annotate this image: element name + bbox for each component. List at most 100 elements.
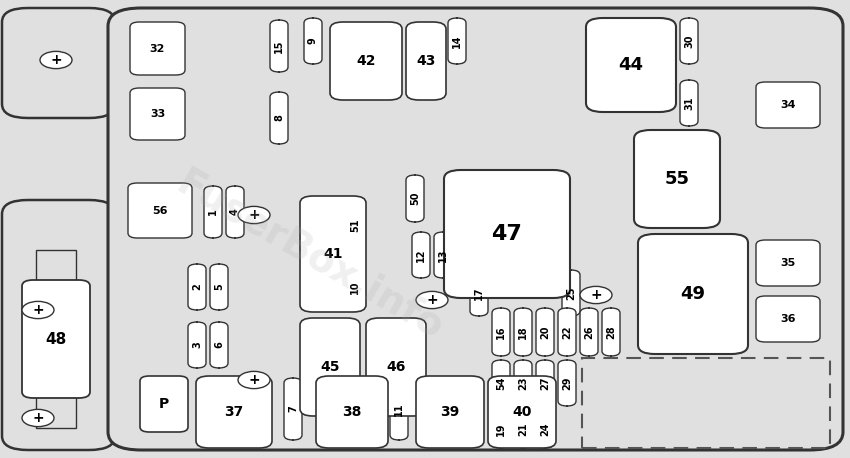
Text: 19: 19 <box>496 422 506 436</box>
FancyBboxPatch shape <box>756 82 820 128</box>
Text: 45: 45 <box>320 360 340 374</box>
FancyBboxPatch shape <box>406 175 424 222</box>
Bar <box>36 396 76 428</box>
FancyBboxPatch shape <box>130 22 185 75</box>
FancyBboxPatch shape <box>346 202 364 248</box>
Circle shape <box>22 409 54 426</box>
Text: +: + <box>248 208 260 222</box>
FancyBboxPatch shape <box>580 308 598 356</box>
FancyBboxPatch shape <box>586 18 676 112</box>
Text: 2: 2 <box>192 284 202 290</box>
Text: 41: 41 <box>323 247 343 261</box>
FancyBboxPatch shape <box>188 322 206 368</box>
Text: 22: 22 <box>562 325 572 339</box>
Text: 55: 55 <box>665 170 689 188</box>
FancyBboxPatch shape <box>558 308 576 356</box>
FancyBboxPatch shape <box>140 376 188 432</box>
Text: +: + <box>50 53 62 67</box>
Text: 51: 51 <box>350 218 360 232</box>
Text: +: + <box>590 288 602 302</box>
FancyBboxPatch shape <box>210 264 228 310</box>
Text: 11: 11 <box>394 402 404 416</box>
FancyBboxPatch shape <box>638 234 748 354</box>
Text: 13: 13 <box>438 248 448 262</box>
FancyBboxPatch shape <box>330 22 402 100</box>
Text: +: + <box>32 303 44 317</box>
Text: 18: 18 <box>518 325 528 339</box>
Text: 3: 3 <box>192 342 202 349</box>
FancyBboxPatch shape <box>536 410 554 448</box>
FancyBboxPatch shape <box>304 18 322 64</box>
FancyBboxPatch shape <box>680 18 698 64</box>
Text: 38: 38 <box>343 405 362 419</box>
Circle shape <box>238 371 270 389</box>
FancyBboxPatch shape <box>22 280 90 398</box>
Text: 49: 49 <box>681 285 706 303</box>
Text: 44: 44 <box>619 56 643 74</box>
FancyBboxPatch shape <box>514 308 532 356</box>
Text: +: + <box>426 293 438 307</box>
FancyBboxPatch shape <box>2 200 115 450</box>
Text: 21: 21 <box>518 422 528 436</box>
FancyBboxPatch shape <box>366 318 426 416</box>
FancyBboxPatch shape <box>492 360 510 406</box>
Text: 28: 28 <box>606 325 616 339</box>
FancyBboxPatch shape <box>680 80 698 126</box>
Text: 50: 50 <box>410 192 420 205</box>
Text: 33: 33 <box>150 109 165 119</box>
Text: 30: 30 <box>684 34 694 48</box>
Text: 25: 25 <box>566 286 576 300</box>
FancyBboxPatch shape <box>634 130 720 228</box>
FancyBboxPatch shape <box>270 92 288 144</box>
Text: 27: 27 <box>540 376 550 390</box>
FancyBboxPatch shape <box>204 186 222 238</box>
FancyBboxPatch shape <box>756 296 820 342</box>
FancyBboxPatch shape <box>284 378 302 440</box>
Text: 47: 47 <box>491 224 523 244</box>
Circle shape <box>22 301 54 319</box>
FancyBboxPatch shape <box>470 270 488 316</box>
Text: 35: 35 <box>780 258 796 268</box>
FancyBboxPatch shape <box>514 410 532 448</box>
Text: 42: 42 <box>356 54 376 68</box>
FancyBboxPatch shape <box>492 410 510 448</box>
FancyBboxPatch shape <box>300 318 360 416</box>
Text: 34: 34 <box>780 100 796 110</box>
Text: 9: 9 <box>308 38 318 44</box>
FancyBboxPatch shape <box>128 183 192 238</box>
Text: 7: 7 <box>288 406 298 412</box>
FancyBboxPatch shape <box>514 360 532 406</box>
Bar <box>36 250 76 282</box>
FancyBboxPatch shape <box>300 196 366 312</box>
Text: 5: 5 <box>214 284 224 290</box>
Text: 15: 15 <box>274 39 284 53</box>
FancyBboxPatch shape <box>562 270 580 316</box>
FancyBboxPatch shape <box>488 376 556 448</box>
Text: 20: 20 <box>540 325 550 339</box>
FancyBboxPatch shape <box>130 88 185 140</box>
Text: 39: 39 <box>440 405 460 419</box>
FancyBboxPatch shape <box>492 308 510 356</box>
Circle shape <box>580 286 612 304</box>
FancyBboxPatch shape <box>602 308 620 356</box>
Text: 48: 48 <box>45 332 66 347</box>
FancyBboxPatch shape <box>108 8 843 450</box>
Text: 56: 56 <box>152 206 167 216</box>
FancyBboxPatch shape <box>406 22 446 100</box>
Text: 40: 40 <box>513 405 532 419</box>
Text: 32: 32 <box>150 44 165 54</box>
Text: 10: 10 <box>350 280 360 294</box>
Text: 26: 26 <box>584 325 594 339</box>
Text: 14: 14 <box>452 34 462 48</box>
FancyBboxPatch shape <box>188 264 206 310</box>
Text: 31: 31 <box>684 96 694 110</box>
Circle shape <box>416 291 448 309</box>
FancyBboxPatch shape <box>434 232 452 278</box>
FancyBboxPatch shape <box>412 232 430 278</box>
Circle shape <box>238 207 270 224</box>
Text: 17: 17 <box>474 286 484 300</box>
FancyBboxPatch shape <box>416 376 484 448</box>
FancyBboxPatch shape <box>270 20 288 72</box>
Text: 36: 36 <box>780 314 796 324</box>
Text: +: + <box>248 373 260 387</box>
